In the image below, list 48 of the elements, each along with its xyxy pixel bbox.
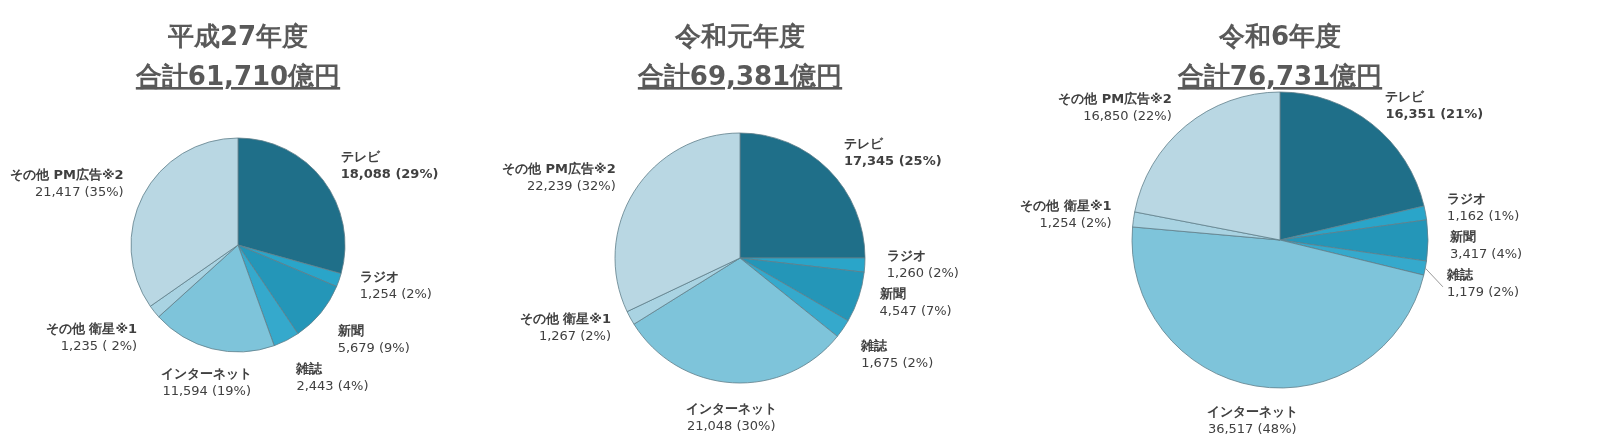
slice-label: 新聞 bbox=[878, 286, 906, 302]
chart-subtitle: 合計61,710億円 bbox=[134, 61, 341, 91]
chart-title: 平成27年度 bbox=[166, 21, 309, 51]
slice-label: インターネット bbox=[161, 366, 253, 382]
slice-label: ラジオ bbox=[886, 248, 926, 264]
chart-title: 令和元年度 bbox=[674, 21, 805, 51]
data-label: 3,417 (4%) bbox=[1450, 245, 1523, 261]
data-label: 1,260 (2%) bbox=[886, 265, 959, 281]
data-label: 1,179 (2%) bbox=[1446, 283, 1520, 299]
slice-label: ラジオ bbox=[1447, 190, 1487, 206]
data-label: 16,351 (21%) bbox=[1385, 105, 1484, 121]
slice-label: 雑誌 bbox=[860, 338, 889, 354]
data-label: 17,345 (25%) bbox=[843, 153, 942, 169]
data-label: 18,088 (29%) bbox=[340, 165, 439, 181]
slice-label: その他 衛星※1 bbox=[1020, 198, 1112, 214]
slice-label: その他 衛星※1 bbox=[45, 321, 138, 337]
slice-label: インターネット bbox=[1206, 403, 1298, 419]
data-label: 2,443 (4%) bbox=[296, 377, 369, 393]
chart-subtitle: 合計69,381億円 bbox=[636, 61, 843, 91]
slice-label: 新聞 bbox=[336, 322, 364, 338]
slice-label: テレビ bbox=[843, 136, 884, 152]
chart-title: 令和6年度 bbox=[1217, 21, 1342, 51]
data-label: 4,547 (7%) bbox=[879, 303, 952, 319]
data-label: 1,254 (2%) bbox=[1039, 215, 1112, 231]
data-label: 21,048 (30%) bbox=[686, 417, 776, 433]
data-label: 21,417 (35%) bbox=[34, 184, 124, 200]
data-label: 11,594 (19%) bbox=[162, 383, 252, 399]
data-label: 1,235 ( 2%) bbox=[60, 338, 138, 354]
slice-label: その他 衛星※1 bbox=[519, 310, 612, 326]
slice-label: テレビ bbox=[340, 148, 381, 164]
data-label: 1,162 (1%) bbox=[1447, 207, 1520, 223]
data-label: 5,679 (9%) bbox=[337, 339, 410, 355]
slice-label: 雑誌 bbox=[1445, 266, 1474, 282]
slice-label: その他 PM広告※2 bbox=[502, 161, 616, 177]
slice-label: テレビ bbox=[1385, 88, 1426, 104]
slice-label: 雑誌 bbox=[295, 360, 324, 376]
data-label: 36,517 (48%) bbox=[1207, 420, 1297, 436]
chart-subtitle: 合計76,731億円 bbox=[1176, 61, 1383, 91]
data-label: 16,850 (22%) bbox=[1083, 107, 1172, 123]
data-label: 1,267 (2%) bbox=[538, 327, 612, 343]
data-label: 1,254 (2%) bbox=[359, 286, 432, 302]
data-label: 1,675 (2%) bbox=[861, 355, 934, 371]
data-label: 22,239 (32%) bbox=[527, 178, 616, 194]
slice-label: インターネット bbox=[685, 400, 777, 416]
slice-label: ラジオ bbox=[359, 269, 399, 285]
slice-label: その他 PM広告※2 bbox=[9, 167, 124, 183]
slice-label: 新聞 bbox=[1449, 228, 1476, 244]
slice-label: その他 PM広告※2 bbox=[1058, 90, 1172, 106]
